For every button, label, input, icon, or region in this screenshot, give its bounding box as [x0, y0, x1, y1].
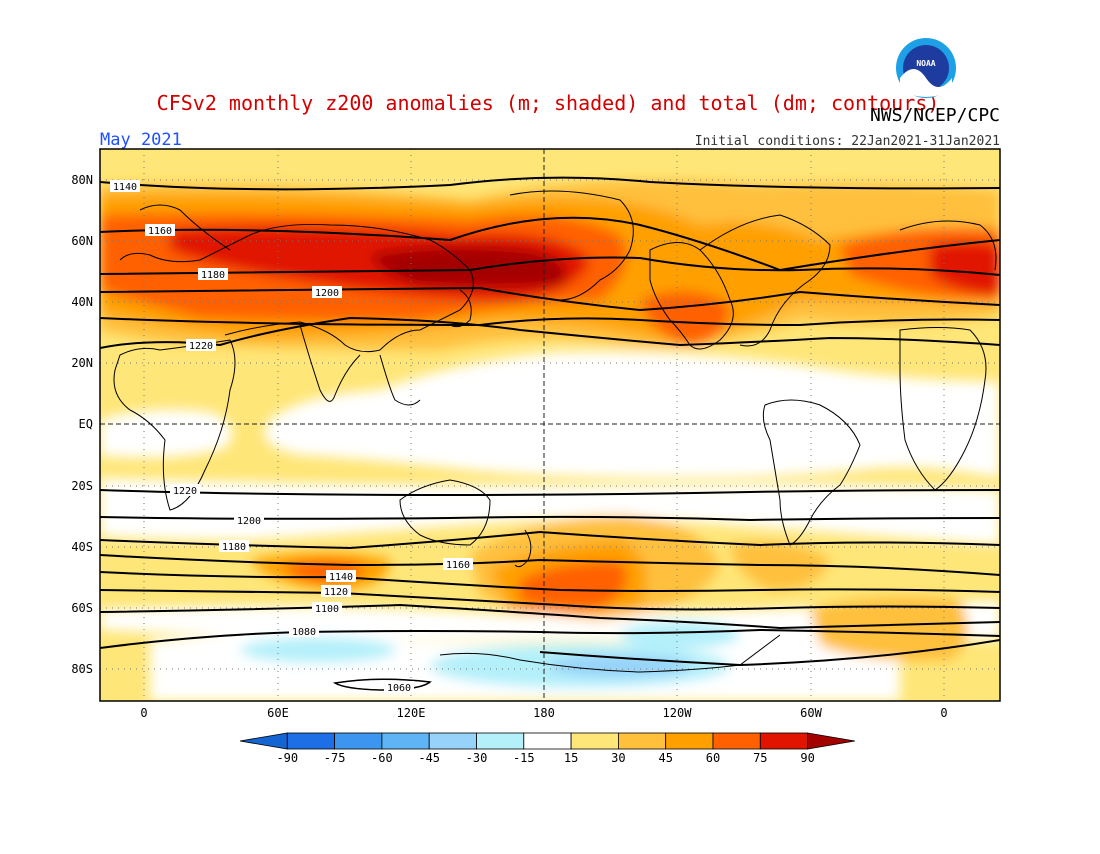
colorbar-tick-label: -90 — [276, 751, 298, 765]
colorbar-tick-label: -30 — [466, 751, 488, 765]
colorbar-swatch — [807, 732, 855, 750]
colorbar-swatch — [334, 732, 383, 750]
lon-tick-label: 120W — [663, 706, 693, 720]
colorbar-swatch — [523, 732, 572, 750]
month-label: May 2021 — [100, 130, 182, 150]
colorbar-tick-label: -15 — [513, 751, 535, 765]
colorbar-swatch — [286, 732, 335, 750]
contour-label-text: 1160 — [446, 560, 470, 571]
colorbar-swatch — [570, 732, 619, 750]
colorbar-swatch — [476, 732, 525, 750]
contour-label: 1120 — [321, 585, 351, 598]
colorbar-swatch — [428, 732, 477, 750]
colorbar-tick-label: -75 — [324, 751, 346, 765]
colorbar-swatch — [712, 732, 761, 750]
noaa-logo-text: NOAA — [916, 59, 935, 68]
contour-label-text: 1200 — [237, 516, 261, 527]
map-area: 1140 1160 1180 1200 1220 1220 1200 1180 … — [100, 149, 1000, 701]
contour-label: 1080 — [289, 625, 319, 638]
contour-label: 1100 — [312, 602, 342, 615]
agency-label: NWS/NCEP/CPC — [870, 105, 1000, 126]
contour-label-text: 1160 — [148, 226, 172, 237]
latitude-axis: 80N 60N 40N 20N EQ 20S 40S 60S 80S — [71, 173, 93, 676]
contour-label-text: 1120 — [324, 587, 348, 598]
reference-lines — [100, 149, 1000, 701]
lon-tick-label: 60E — [267, 706, 289, 720]
lat-tick-label: 40S — [71, 540, 93, 554]
contour-label-text: 1180 — [222, 542, 246, 553]
contour-label-text: 1140 — [329, 572, 353, 583]
graticule — [100, 149, 1000, 701]
colorbar-tick-label: 45 — [658, 751, 672, 765]
lat-tick-label: EQ — [79, 417, 93, 431]
contour-label-text: 1180 — [201, 270, 225, 281]
colorbar-tick-label: -60 — [371, 751, 393, 765]
colorbar-tick-label: 60 — [706, 751, 720, 765]
lon-tick-label: 0 — [940, 706, 947, 720]
lat-tick-label: 40N — [71, 295, 93, 309]
contour-label-text: 1140 — [113, 182, 137, 193]
contour-label-text: 1100 — [315, 604, 339, 615]
colorbar-tick-label: 30 — [611, 751, 625, 765]
contour-label-text: 1060 — [387, 683, 411, 694]
contour-label: 1160 — [443, 558, 473, 571]
lon-tick-label: 180 — [533, 706, 555, 720]
colorbar-tick-label: 75 — [753, 751, 767, 765]
contour-label-text: 1220 — [173, 486, 197, 497]
contour-label: 1180 — [219, 540, 249, 553]
lat-tick-label: 80N — [71, 173, 93, 187]
longitude-axis: 0 60E 120E 180 120W 60W 0 — [140, 706, 947, 720]
lat-tick-label: 20S — [71, 479, 93, 493]
colorbar-tick-label: 15 — [564, 751, 578, 765]
colorbar-swatch — [381, 732, 430, 750]
colorbar-swatch — [618, 732, 667, 750]
colorbar-tick-label: -45 — [418, 751, 440, 765]
lat-tick-label: 60S — [71, 601, 93, 615]
contour-label: 1200 — [312, 286, 342, 299]
height-contours — [100, 176, 1000, 691]
contour-label: 1220 — [170, 484, 200, 497]
colorbar-swatch — [759, 732, 808, 750]
lon-tick-label: 0 — [140, 706, 147, 720]
lat-tick-label: 20N — [71, 356, 93, 370]
contour-label: 1140 — [326, 570, 356, 583]
colorbar-tick-label: 90 — [800, 751, 814, 765]
colorbar-swatch — [239, 732, 288, 750]
contour-label-text: 1080 — [292, 627, 316, 638]
lon-tick-label: 120E — [397, 706, 426, 720]
contour-label: 1180 — [198, 268, 228, 281]
lat-tick-label: 60N — [71, 234, 93, 248]
noaa-logo: NOAA — [896, 38, 956, 98]
contour-label: 1200 — [234, 514, 264, 527]
colorbar-swatch — [665, 732, 714, 750]
init-conditions-label: Initial conditions: 22Jan2021-31Jan2021 — [695, 134, 1000, 149]
lat-tick-label: 80S — [71, 662, 93, 676]
contour-label: 1060 — [384, 681, 414, 694]
contour-label: 1220 — [186, 339, 216, 352]
lon-tick-label: 60W — [800, 706, 822, 720]
map-border — [99, 148, 1001, 702]
contour-label: 1160 — [145, 224, 175, 237]
colorbar: -90 -75 -60 -45 -30 -15 15 30 45 60 75 90 — [239, 732, 855, 765]
chart-title: CFSv2 monthly z200 anomalies (m; shaded)… — [157, 91, 940, 115]
contour-label-text: 1200 — [315, 288, 339, 299]
contour-label: 1140 — [110, 180, 140, 193]
contour-label-group: 1140 1160 1180 1200 1220 1220 1200 1180 … — [110, 180, 473, 694]
contour-label-text: 1220 — [189, 341, 213, 352]
